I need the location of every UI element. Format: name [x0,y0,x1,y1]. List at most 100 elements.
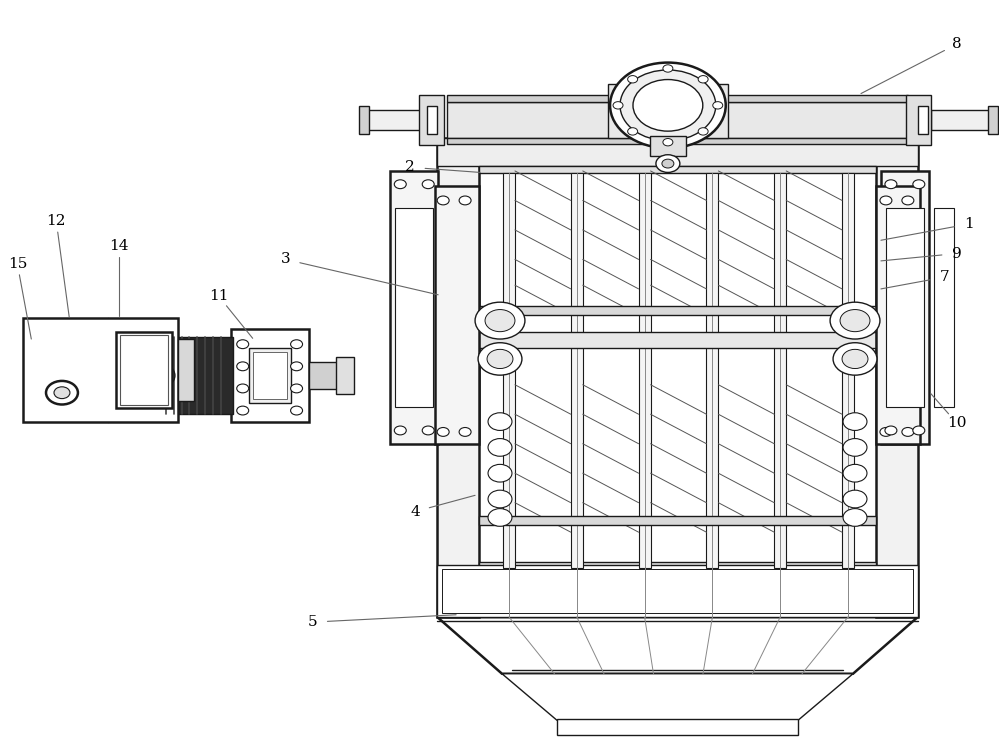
Bar [435,186,479,444]
Bar [934,208,954,407]
Bar [931,110,991,130]
Bar [253,352,287,400]
Bar [437,565,918,617]
Bar [447,138,908,144]
Text: 2: 2 [405,161,415,174]
Circle shape [902,196,914,205]
Circle shape [147,369,167,383]
Circle shape [488,465,512,482]
Circle shape [237,406,249,415]
Circle shape [291,340,303,349]
Circle shape [485,309,515,332]
Circle shape [842,349,868,369]
Bar [309,362,338,389]
Circle shape [488,490,512,508]
Circle shape [610,63,726,148]
Bar [149,340,165,411]
Circle shape [437,196,449,205]
Text: 15: 15 [8,257,27,271]
Circle shape [843,439,867,457]
Text: 3: 3 [281,252,290,266]
Bar [886,208,924,407]
Bar [918,106,928,134]
Bar [362,110,422,130]
Bar [336,357,354,394]
Circle shape [713,101,723,109]
Circle shape [843,465,867,482]
Circle shape [422,426,434,435]
Bar [876,186,920,444]
Circle shape [698,128,708,135]
Circle shape [633,79,703,131]
Polygon shape [437,617,918,673]
Circle shape [913,426,925,435]
Circle shape [487,349,513,369]
Bar [427,106,437,134]
Circle shape [422,180,434,189]
Circle shape [913,180,925,189]
Circle shape [885,180,897,189]
Text: 11: 11 [209,289,229,303]
Bar [479,516,876,525]
Bar [479,562,876,569]
Text: 1: 1 [964,217,974,231]
Circle shape [291,384,303,393]
Text: 8: 8 [952,37,962,51]
Circle shape [843,490,867,508]
Circle shape [139,363,175,388]
Bar [437,138,479,617]
Bar [479,306,876,314]
Bar [650,135,686,156]
Circle shape [475,302,525,339]
Circle shape [662,159,674,168]
Bar [390,171,438,444]
Bar [881,171,929,444]
Bar [503,173,515,568]
Bar [359,106,369,134]
Bar [479,332,876,348]
Bar [163,337,233,414]
Circle shape [830,302,880,339]
Text: 5: 5 [308,615,317,629]
Bar [557,719,798,735]
Circle shape [628,128,638,135]
Circle shape [459,428,471,437]
Circle shape [620,70,716,141]
Text: 7: 7 [940,270,950,284]
Bar [988,106,998,134]
Text: 12: 12 [46,214,66,228]
Circle shape [291,406,303,415]
Bar [842,173,854,568]
Bar [23,318,178,422]
Bar [437,591,918,617]
Bar [442,569,913,613]
Circle shape [237,384,249,393]
Bar [178,339,194,401]
Circle shape [698,75,708,83]
Bar [906,95,931,145]
Bar [608,84,728,138]
Text: 14: 14 [109,239,129,253]
Circle shape [843,413,867,431]
Text: 10: 10 [947,416,966,430]
Bar [120,334,168,406]
Circle shape [488,508,512,526]
Bar [116,332,172,408]
Circle shape [885,426,897,435]
Circle shape [663,138,673,146]
Polygon shape [502,673,853,720]
Bar [395,208,433,407]
Circle shape [663,65,673,73]
Circle shape [237,362,249,371]
Circle shape [394,180,406,189]
Bar [447,95,908,102]
Circle shape [656,155,680,172]
Circle shape [628,75,638,83]
Circle shape [437,428,449,437]
Circle shape [459,196,471,205]
Circle shape [237,340,249,349]
Text: 9: 9 [952,246,962,260]
Circle shape [488,413,512,431]
Circle shape [880,196,892,205]
Bar [447,102,908,138]
